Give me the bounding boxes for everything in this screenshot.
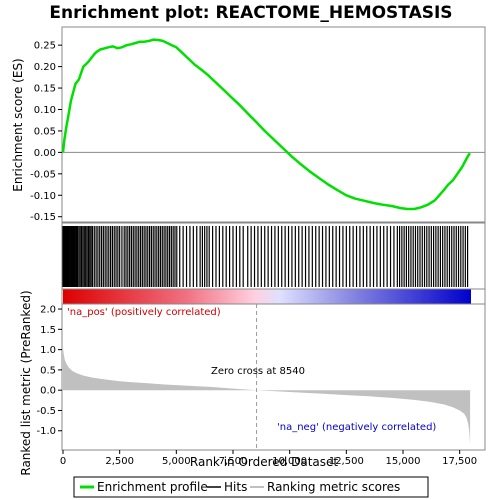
metric-x-tick-label: 7,500	[219, 456, 248, 467]
neg-correlated-label: 'na_neg' (negatively correlated)	[277, 422, 436, 433]
es-y-tick-label: 0.15	[34, 84, 56, 95]
metric-y-tick-label: 2.0	[40, 305, 56, 316]
hits-panel-frame	[61, 222, 486, 290]
legend-metric-label: Ranking metric scores	[267, 480, 400, 494]
ranking-metric-area	[63, 347, 471, 445]
metric-panel-frame	[61, 303, 486, 451]
metric-x-tick-label: 15,000	[386, 456, 421, 467]
es-y-tick-label: 0.10	[34, 105, 56, 116]
es-y-tick-label: -0.05	[30, 169, 56, 180]
metric-x-tick-label: 0	[60, 456, 66, 467]
metric-y-ticks: -1.0 -0.5 0.0 0.5 1.0 1.5 2.0	[36, 305, 62, 437]
es-panel-frame	[61, 26, 486, 223]
es-y-tick-label: 0.00	[34, 148, 56, 159]
chart-title: Enrichment plot: REACTOME_HEMOSTASIS	[49, 3, 452, 23]
metric-x-tick-label: 17,500	[442, 456, 477, 467]
metric-x-tick-label: 2,500	[105, 456, 134, 467]
metric-x-tick-label: 10,000	[272, 456, 307, 467]
legend: Enrichment profile Hits Ranking metric s…	[73, 476, 429, 498]
metric-y-tick-label: 1.5	[40, 325, 56, 336]
rank-color-gradient	[63, 289, 471, 304]
es-y-tick-label: 0.25	[34, 41, 56, 52]
legend-hits-label: Hits	[224, 480, 247, 494]
metric-panel: -1.0 -0.5 0.0 0.5 1.0 1.5 2.0 0 2,500 5,000 7,500…	[19, 290, 486, 476]
metric-x-axis-label: Rank in Ordered Dataset	[190, 455, 338, 469]
metric-x-tick-label: 5,000	[162, 456, 191, 467]
metric-x-ticks: 0 2,500 5,000 7,500 10,000 12,500 15,000 17,500	[60, 450, 477, 467]
metric-y-tick-label: 0.0	[40, 386, 56, 397]
metric-y-tick-label: -0.5	[36, 406, 56, 417]
metric-y-tick-label: 0.5	[40, 365, 56, 376]
es-y-ticks: -0.15 -0.10 -0.05 0.00 0.05 0.10 0.15 0.20 0.25	[30, 41, 62, 223]
es-y-tick-label: 0.20	[34, 62, 56, 73]
es-y-tick-label: -0.10	[30, 191, 56, 202]
metric-x-tick-label: 12,500	[329, 456, 364, 467]
rank-color-bar	[61, 288, 486, 305]
es-y-tick-label: 0.05	[34, 126, 56, 137]
enrichment-profile-line	[61, 38, 471, 211]
zero-cross-label: Zero cross at 8540	[211, 366, 305, 377]
legend-enrichment-label: Enrichment profile	[97, 480, 208, 494]
es-panel: -0.15-0.10-0.050.000.050.100.150.200.25 …	[11, 26, 486, 223]
pos-correlated-label: 'na_pos' (positively correlated)	[67, 307, 221, 318]
hits-panel	[61, 222, 486, 290]
metric-y-axis-label: Ranked list metric (PreRanked)	[19, 290, 33, 475]
es-y-tick-label: -0.15	[30, 212, 56, 223]
metric-y-tick-label: -1.0	[36, 426, 56, 437]
metric-y-tick-label: 1.0	[40, 345, 56, 356]
es-y-axis-label: Enrichment score (ES)	[11, 58, 25, 191]
hit-marks	[62, 226, 469, 287]
